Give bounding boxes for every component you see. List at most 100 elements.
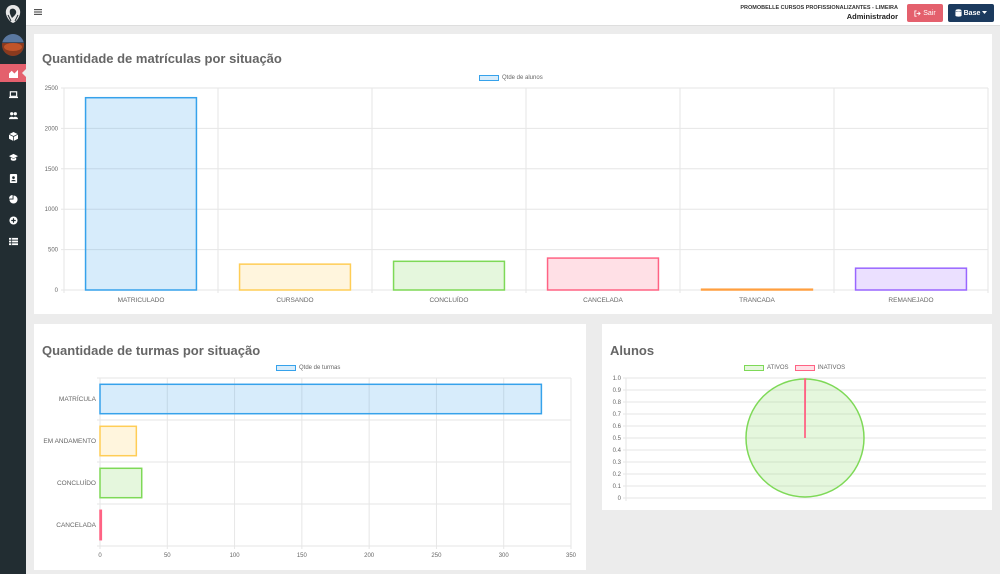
bar — [99, 425, 138, 457]
graduation-cap-icon — [8, 153, 18, 161]
avatar[interactable] — [2, 34, 24, 56]
y-tick-label: 1.0 — [613, 376, 622, 382]
y-tick-label: 1000 — [45, 207, 59, 213]
y-tick-label: 500 — [48, 248, 59, 254]
chart-legend[interactable]: ATIVOS INATIVOS — [744, 365, 845, 371]
x-tick-label: 300 — [499, 553, 510, 559]
bar — [854, 267, 968, 291]
y-tick-label: 1500 — [45, 167, 59, 173]
panel-title: Quantidade de turmas por situação — [42, 343, 261, 358]
cube-icon — [8, 131, 18, 141]
sidebar-item-add[interactable] — [0, 211, 26, 229]
legend-label: INATIVOS — [817, 365, 846, 371]
panel-title: Alunos — [610, 343, 655, 358]
logo-icon — [5, 5, 21, 23]
x-tick-label: REMANEJADO — [888, 297, 933, 304]
base-label: Base — [963, 9, 981, 17]
sidebar — [0, 0, 26, 574]
y-tick-label: 2500 — [45, 86, 59, 92]
matriculas-bar-chart: 0 500 1000 1500 2000 2500 MATRICULADO CURSANDO C… — [45, 86, 989, 304]
y-tick-label: 2000 — [45, 126, 59, 132]
company-name: PROMOBELLE CURSOS PROFISSIONALIZANTES - … — [740, 5, 898, 11]
sidebar-item-cube[interactable] — [0, 127, 26, 145]
sign-out-icon — [914, 9, 922, 17]
panel-turmas: Quantidade de turmas por situação Qtde d… — [34, 324, 586, 570]
legend-swatch — [479, 75, 499, 81]
y-tick-label: 0.8 — [613, 400, 622, 406]
chart-legend[interactable]: Qtde de alunos — [479, 75, 543, 81]
x-tick-label: CURSANDO — [276, 297, 313, 304]
bar — [99, 383, 543, 415]
base-dropdown-button[interactable]: Base — [948, 4, 994, 22]
panel-matriculas: Quantidade de matrículas por situação Qt… — [34, 34, 992, 314]
bar — [99, 467, 143, 499]
active-indicator — [22, 69, 26, 77]
y-tick-label: 0.2 — [613, 472, 622, 478]
logout-button[interactable]: Sair — [907, 4, 943, 22]
x-tick-label: CANCELADA — [583, 297, 623, 304]
sidebar-item-laptop[interactable] — [0, 85, 26, 103]
x-tick-label: 50 — [164, 553, 171, 559]
legend-label: ATIVOS — [767, 365, 789, 371]
y-tick-label: 0.5 — [613, 436, 622, 442]
y-tick-label: 0.6 — [613, 424, 622, 430]
sidebar-item-reports[interactable] — [0, 190, 26, 208]
bar — [99, 509, 103, 541]
chart-legend[interactable]: Qtde de turmas — [276, 365, 340, 371]
y-tick-label: 0.9 — [613, 388, 622, 394]
x-tick-label: 250 — [431, 553, 442, 559]
x-tick-label: 150 — [297, 553, 308, 559]
legend-swatch — [744, 365, 764, 371]
users-icon — [8, 111, 18, 119]
sidebar-item-dashboard[interactable] — [0, 64, 26, 82]
y-tick-label: CONCLUÍDO — [57, 478, 96, 487]
x-tick-label: 200 — [364, 553, 375, 559]
sidebar-item-table[interactable] — [0, 232, 26, 250]
x-tick-label: MATRICULADO — [118, 297, 165, 304]
y-tick-label: 0.3 — [613, 460, 622, 466]
x-tick-label: TRANCADA — [739, 297, 775, 304]
sidebar-item-users[interactable] — [0, 106, 26, 124]
y-tick-label: 0 — [618, 496, 622, 502]
bar — [546, 257, 660, 291]
legend-item-ativos[interactable]: ATIVOS — [744, 365, 789, 371]
plus-circle-icon — [8, 215, 18, 225]
bar — [392, 260, 506, 291]
y-tick-label: MATRÍCULA — [59, 394, 97, 403]
x-tick-label: CONCLUÍDO — [429, 295, 468, 304]
y-tick-label: 0.1 — [613, 484, 622, 490]
logout-label: Sair — [923, 9, 936, 17]
laptop-icon — [8, 90, 18, 98]
bar — [700, 288, 814, 291]
alunos-pie-chart: 0 0.1 0.2 0.3 0.4 0.5 0.6 0.7 0.8 0.9 1.0 — [613, 376, 986, 502]
y-tick-label: 0 — [55, 288, 59, 294]
x-tick-label: 350 — [566, 553, 577, 559]
sidebar-item-courses[interactable] — [0, 148, 26, 166]
legend-item-inativos[interactable]: INATIVOS — [794, 365, 846, 371]
pie-chart-icon — [8, 194, 18, 204]
chart-area-icon — [8, 69, 18, 78]
legend-label: Qtde de turmas — [299, 365, 341, 371]
panel-alunos: Alunos ATIVOS INATIVOS 0 0.1 0.2 0.3 0.4 0.5 0… — [602, 324, 992, 510]
table-icon — [8, 237, 18, 245]
bar — [238, 263, 352, 291]
y-tick-label: 0.7 — [613, 412, 622, 418]
bar — [84, 96, 198, 291]
legend-label: Qtde de alunos — [502, 75, 543, 81]
y-tick-label: EM ANDAMENTO — [43, 438, 96, 445]
turmas-hbar-chart: 0 50 100 150 200 250 300 350 MATRÍCULA EM ANDAMEN… — [43, 377, 577, 559]
y-tick-label: CANCELADA — [56, 522, 96, 529]
y-tick-label: 0.4 — [613, 448, 622, 454]
sidebar-item-contacts[interactable] — [0, 169, 26, 187]
address-book-icon — [9, 173, 17, 183]
x-tick-label: 100 — [230, 553, 241, 559]
user-role: Administrador — [846, 12, 898, 21]
hamburger-icon[interactable] — [34, 8, 42, 16]
topbar: PROMOBELLE CURSOS PROFISSIONALIZANTES - … — [26, 0, 1000, 26]
caret-down-icon — [982, 11, 988, 14]
legend-swatch — [794, 365, 815, 371]
database-icon — [955, 9, 962, 17]
panel-title: Quantidade de matrículas por situação — [42, 51, 282, 66]
legend-swatch — [276, 365, 296, 371]
x-tick-label: 0 — [98, 553, 102, 559]
